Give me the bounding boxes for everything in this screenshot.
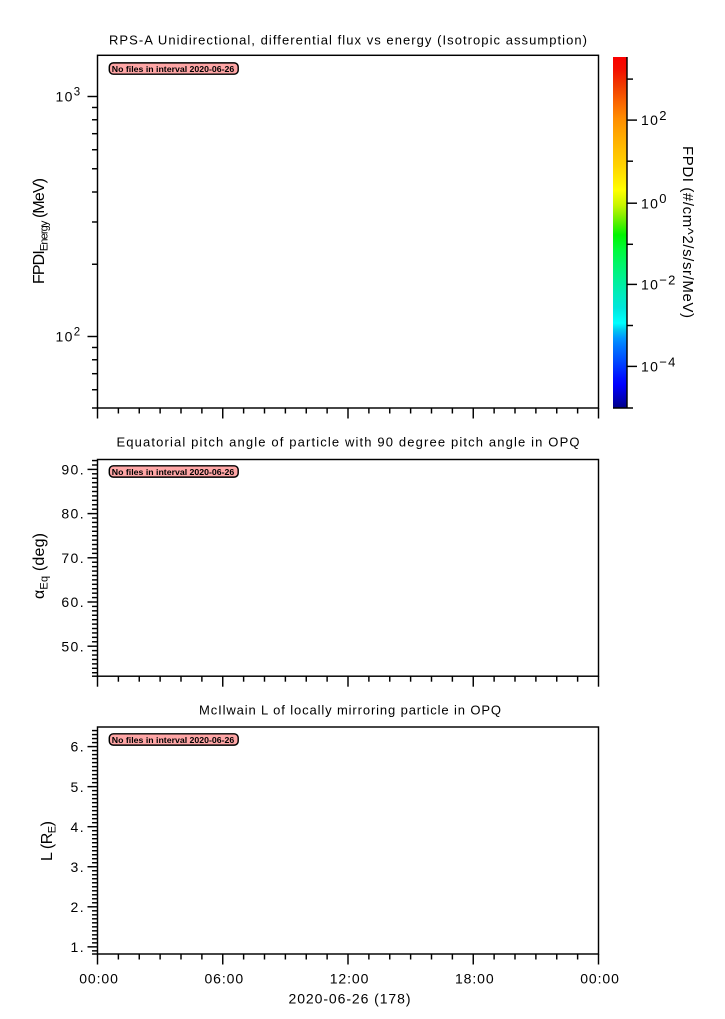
svg-text:L (RE): L (RE) [39,821,59,861]
svg-text:αEq (deg): αEq (deg) [31,533,51,599]
svg-text:90.: 90. [61,462,85,478]
svg-text:103: 103 [56,87,82,105]
svg-text:No files in interval 2020-06-2: No files in interval 2020-06-26 [112,64,235,74]
svg-text:4.: 4. [71,819,85,835]
svg-text:10−4: 10−4 [641,354,677,374]
svg-text:RPS-A Unidirectional, differen: RPS-A Unidirectional, differential flux … [109,33,587,48]
svg-text:10−2: 10−2 [641,272,677,292]
svg-text:102: 102 [641,108,668,128]
svg-text:McIlwain L of locally mirrorin: McIlwain L of locally mirroring particle… [199,703,501,718]
svg-text:00:00: 00:00 [580,970,620,986]
svg-text:2.: 2. [71,899,85,915]
svg-text:5.: 5. [71,779,85,795]
svg-text:Equatorial pitch angle of part: Equatorial pitch angle of particle with … [117,435,580,450]
svg-text:2020-06-26 (178): 2020-06-26 (178) [289,990,411,1006]
svg-text:80.: 80. [61,506,85,522]
svg-text:3.: 3. [71,859,85,875]
svg-text:50.: 50. [61,638,85,654]
svg-text:FPDIEnergy (MeV): FPDIEnergy (MeV) [31,178,51,284]
svg-text:06:00: 06:00 [204,970,244,986]
svg-text:70.: 70. [61,550,85,566]
svg-text:No files in interval 2020-06-2: No files in interval 2020-06-26 [112,735,235,745]
svg-text:12:00: 12:00 [330,970,370,986]
svg-text:00:00: 00:00 [79,970,119,986]
svg-text:60.: 60. [61,594,85,610]
svg-text:100: 100 [641,191,668,211]
svg-text:6.: 6. [71,739,85,755]
svg-text:No files in interval 2020-06-2: No files in interval 2020-06-26 [112,467,235,477]
svg-text:1.: 1. [71,939,85,955]
svg-text:18:00: 18:00 [455,970,495,986]
svg-text:102: 102 [56,327,82,345]
svg-text:FPDI (#/cm^2/s/sr/MeV): FPDI (#/cm^2/s/sr/MeV) [679,146,696,318]
